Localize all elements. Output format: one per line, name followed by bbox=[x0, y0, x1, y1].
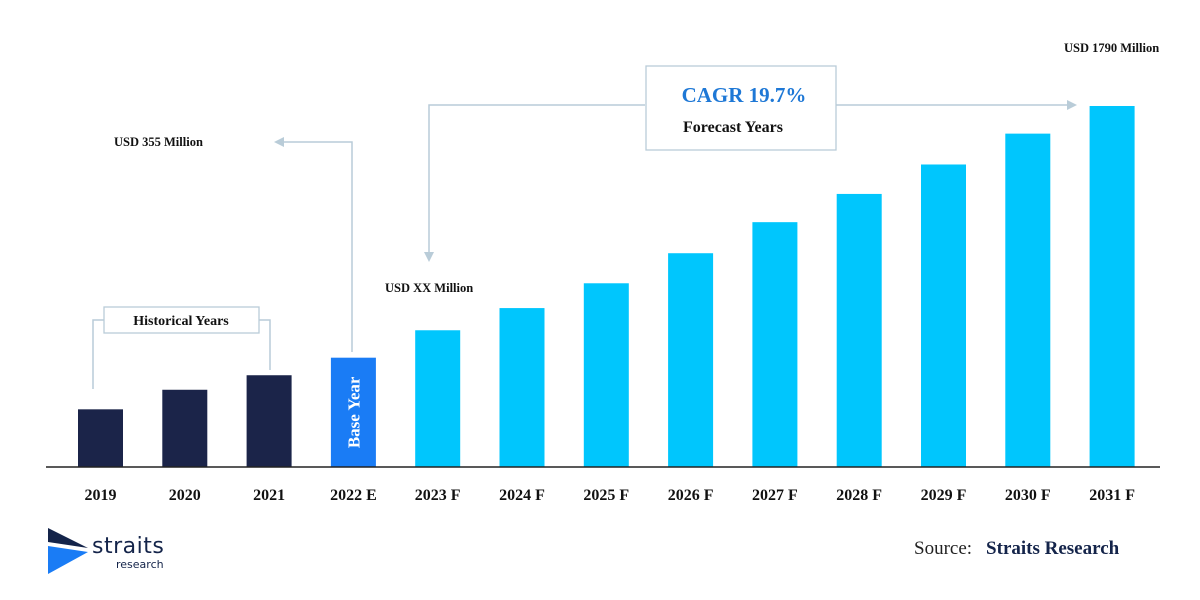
bar-2030-f bbox=[1005, 133, 1051, 467]
source-brand: Straits Research bbox=[986, 538, 1120, 559]
x-tick-2024-f: 2024 F bbox=[499, 487, 545, 504]
x-tick-2023-f: 2023 F bbox=[415, 487, 461, 504]
historical-years-bracket: Historical Years bbox=[92, 306, 271, 389]
logo-wordmark: straits bbox=[92, 534, 165, 559]
x-tick-labels: 2019 2020 2021 2022 E 2023 F 2024 F 2025 F 2026… bbox=[85, 487, 1136, 504]
x-tick-2026-f: 2026 F bbox=[668, 487, 714, 504]
bar-2028-f bbox=[836, 193, 882, 467]
source-line: Source: Straits Research bbox=[914, 538, 1119, 560]
bar-2029-f bbox=[921, 164, 966, 468]
bar-2023-f bbox=[415, 330, 461, 467]
bar-2019 bbox=[78, 409, 123, 467]
bar-2025-f bbox=[583, 283, 629, 467]
x-tick-2025-f: 2025 F bbox=[583, 487, 629, 504]
x-tick-2027-f: 2027 F bbox=[752, 487, 798, 504]
bars-group bbox=[78, 106, 1135, 468]
start-value-annotation: USD 355 Million bbox=[114, 135, 203, 149]
cagr-callout: CAGR 19.7% Forecast Years bbox=[424, 65, 1077, 262]
bar-2026-f bbox=[668, 253, 714, 467]
x-tick-2020: 2020 bbox=[169, 487, 201, 504]
x-tick-2021: 2021 bbox=[253, 487, 285, 504]
x-tick-2022-e: 2022 E bbox=[330, 487, 377, 504]
end-value-annotation: USD 1790 Million bbox=[1064, 41, 1159, 55]
bar-2021 bbox=[246, 375, 292, 467]
forecast-start-annotation: USD XX Million bbox=[385, 281, 473, 295]
x-tick-2028-f: 2028 F bbox=[836, 487, 882, 504]
bar-2031-f bbox=[1089, 106, 1135, 467]
cagr-label: CAGR 19.7% bbox=[682, 83, 807, 107]
forecast-years-label: Forecast Years bbox=[683, 119, 783, 136]
source-label: Source: bbox=[914, 538, 973, 559]
bar-2022-e bbox=[330, 357, 376, 467]
straits-logo-icon bbox=[48, 528, 88, 574]
logo-subtext: research bbox=[116, 558, 164, 571]
x-tick-2029-f: 2029 F bbox=[921, 487, 967, 504]
x-tick-2030-f: 2030 F bbox=[1005, 487, 1051, 504]
base-year-label: Base Year bbox=[344, 376, 363, 448]
x-tick-2031-f: 2031 F bbox=[1089, 487, 1135, 504]
bar-2027-f bbox=[752, 222, 798, 467]
historical-years-label: Historical Years bbox=[133, 314, 229, 329]
x-tick-2019: 2019 bbox=[85, 487, 117, 504]
bar-2024-f bbox=[499, 308, 545, 467]
base-year-connector bbox=[274, 137, 353, 352]
bar-2020 bbox=[162, 389, 208, 467]
